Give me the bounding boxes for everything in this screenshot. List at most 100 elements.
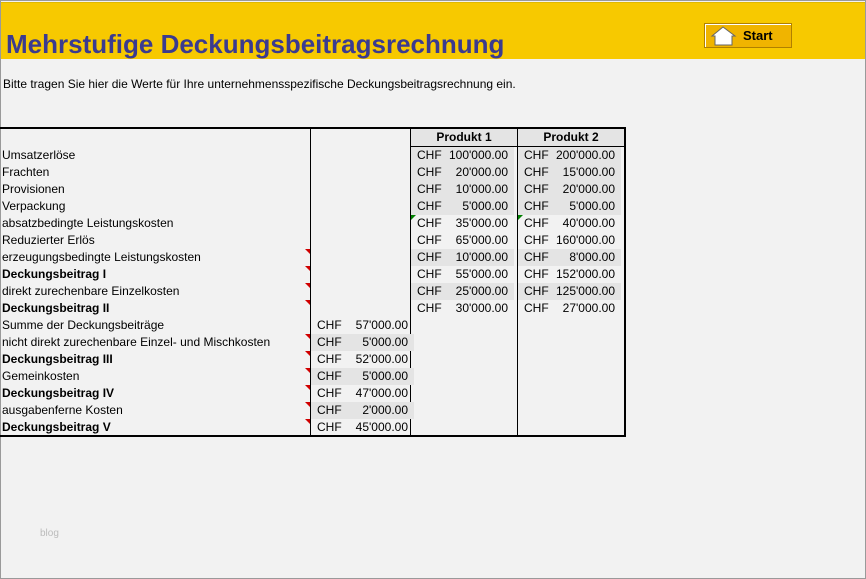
currency-label: CHF [417, 199, 442, 213]
value-cell-total[interactable]: CHF 5'000.00 [311, 368, 414, 385]
currency-label: CHF [524, 182, 549, 196]
value-cell-produkt-1[interactable]: CHF 35'000.00 [411, 215, 514, 232]
value-cell-produkt-1[interactable]: CHF 5'000.00 [411, 198, 514, 215]
currency-label: CHF [417, 284, 442, 298]
cell-value: 5'000.00 [362, 369, 408, 383]
cell-value: 25'000.00 [455, 284, 508, 298]
table-row: Summe der Deckungsbeiträge CHF 57'000.00 [0, 317, 624, 334]
currency-label: CHF [524, 284, 549, 298]
value-cell-produkt-1[interactable]: CHF 55'000.00 [411, 266, 514, 283]
comment-indicator-icon[interactable] [305, 385, 310, 390]
table-row: Gemeinkosten CHF 5'000.00 [0, 368, 624, 385]
column-header-produkt-2: Produkt 2 [518, 129, 624, 147]
cell-value: 35'000.00 [455, 216, 508, 230]
value-cell-total[interactable]: CHF 52'000.00 [311, 351, 414, 368]
value-cell-produkt-2[interactable]: CHF 40'000.00 [518, 215, 621, 232]
cell-value: 15'000.00 [562, 165, 615, 179]
cell-value: 160'000.00 [555, 233, 615, 247]
currency-label: CHF [417, 165, 442, 179]
value-cell-total[interactable]: CHF 5'000.00 [311, 334, 414, 351]
table-row: Reduzierter Erlös CHF 65'000.00 CHF 160'000.… [0, 232, 624, 249]
currency-label: CHF [417, 148, 442, 162]
currency-label: CHF [524, 165, 549, 179]
table-row: Provisionen CHF 10'000.00 CHF 20'000.00 [0, 181, 624, 198]
value-cell-produkt-2[interactable]: CHF 152'000.00 [518, 266, 621, 283]
currency-label: CHF [524, 199, 549, 213]
comment-indicator-icon[interactable] [305, 300, 310, 305]
row-label: absatzbedingte Leistungskosten [2, 216, 174, 230]
currency-label: CHF [524, 267, 549, 281]
cell-value: 10'000.00 [455, 182, 508, 196]
start-label: Start [743, 28, 773, 43]
row-label: Deckungsbeitrag III [2, 352, 113, 366]
cell-value: 2'000.00 [362, 403, 408, 417]
currency-label: CHF [317, 335, 342, 349]
value-cell-produkt-2[interactable]: CHF 200'000.00 [518, 147, 621, 164]
table-row: Deckungsbeitrag II CHF 30'000.00 CHF 27'000.… [0, 300, 624, 317]
value-cell-produkt-1[interactable]: CHF 10'000.00 [411, 181, 514, 198]
cell-value: 45'000.00 [355, 420, 408, 434]
value-cell-produkt-1[interactable]: CHF 20'000.00 [411, 164, 514, 181]
value-cell-produkt-1[interactable]: CHF 65'000.00 [411, 232, 514, 249]
cell-value: 100'000.00 [448, 148, 508, 162]
value-cell-produkt-2[interactable]: CHF 160'000.00 [518, 232, 621, 249]
row-label: Umsatzerlöse [2, 148, 76, 162]
comment-indicator-icon[interactable] [305, 334, 310, 339]
comment-indicator-icon[interactable] [305, 368, 310, 373]
table-row: absatzbedingte Leistungskosten CHF 35'000.… [0, 215, 624, 232]
cell-value: 30'000.00 [455, 301, 508, 315]
row-label: Deckungsbeitrag II [2, 301, 110, 315]
comment-indicator-icon[interactable] [305, 419, 310, 424]
currency-label: CHF [417, 182, 442, 196]
row-label: Summe der Deckungsbeiträge [2, 318, 165, 332]
value-cell-produkt-2[interactable]: CHF 15'000.00 [518, 164, 621, 181]
cell-value: 152'000.00 [555, 267, 615, 281]
value-cell-total[interactable]: CHF 45'000.00 [311, 419, 414, 436]
row-label: Frachten [2, 165, 50, 179]
cell-value: 200'000.00 [555, 148, 615, 162]
row-label: Provisionen [2, 182, 65, 196]
cell-value: 8'000.00 [569, 250, 615, 264]
watermark: blog [40, 528, 59, 539]
value-cell-total[interactable]: CHF 47'000.00 [311, 385, 414, 402]
comment-indicator-icon[interactable] [305, 351, 310, 356]
comment-indicator-icon[interactable] [305, 249, 310, 254]
currency-label: CHF [317, 369, 342, 383]
value-cell-total[interactable]: CHF 57'000.00 [311, 317, 414, 334]
value-cell-produkt-1[interactable]: CHF 100'000.00 [411, 147, 514, 164]
comment-indicator-icon[interactable] [305, 283, 310, 288]
value-cell-produkt-2[interactable]: CHF 5'000.00 [518, 198, 621, 215]
table-row: Umsatzerlöse CHF 100'000.00 CHF 200'000.00 [0, 147, 624, 164]
currency-label: CHF [417, 216, 442, 230]
table-row: nicht direkt zurechenbare Einzel- und Mi… [0, 334, 624, 351]
table-row: Deckungsbeitrag V CHF 45'000.00 [0, 419, 624, 436]
table-row: Deckungsbeitrag III CHF 52'000.00 [0, 351, 624, 368]
currency-label: CHF [417, 250, 442, 264]
cell-value: 57'000.00 [355, 318, 408, 332]
start-button[interactable]: Start [704, 23, 792, 48]
currency-label: CHF [317, 386, 342, 400]
value-cell-produkt-2[interactable]: CHF 125'000.00 [518, 283, 621, 300]
currency-label: CHF [417, 301, 442, 315]
currency-label: CHF [417, 233, 442, 247]
value-cell-produkt-2[interactable]: CHF 8'000.00 [518, 249, 621, 266]
value-cell-total[interactable]: CHF 2'000.00 [311, 402, 414, 419]
home-icon [710, 26, 737, 46]
value-cell-produkt-2[interactable]: CHF 27'000.00 [518, 300, 621, 317]
value-cell-produkt-2[interactable]: CHF 20'000.00 [518, 181, 621, 198]
error-indicator-icon [411, 215, 416, 220]
page-title: Mehrstufige Deckungsbeitragsrechnung [6, 29, 505, 59]
value-cell-produkt-1[interactable]: CHF 30'000.00 [411, 300, 514, 317]
currency-label: CHF [524, 301, 549, 315]
error-indicator-icon [518, 215, 523, 220]
comment-indicator-icon[interactable] [305, 266, 310, 271]
comment-indicator-icon[interactable] [305, 402, 310, 407]
table-row: Frachten CHF 20'000.00 CHF 15'000.00 [0, 164, 624, 181]
cell-value: 5'000.00 [362, 335, 408, 349]
cell-value: 5'000.00 [569, 199, 615, 213]
currency-label: CHF [524, 148, 549, 162]
column-header-produkt-1: Produkt 1 [411, 129, 517, 147]
value-cell-produkt-1[interactable]: CHF 10'000.00 [411, 249, 514, 266]
row-label: Verpackung [2, 199, 66, 213]
value-cell-produkt-1[interactable]: CHF 25'000.00 [411, 283, 514, 300]
